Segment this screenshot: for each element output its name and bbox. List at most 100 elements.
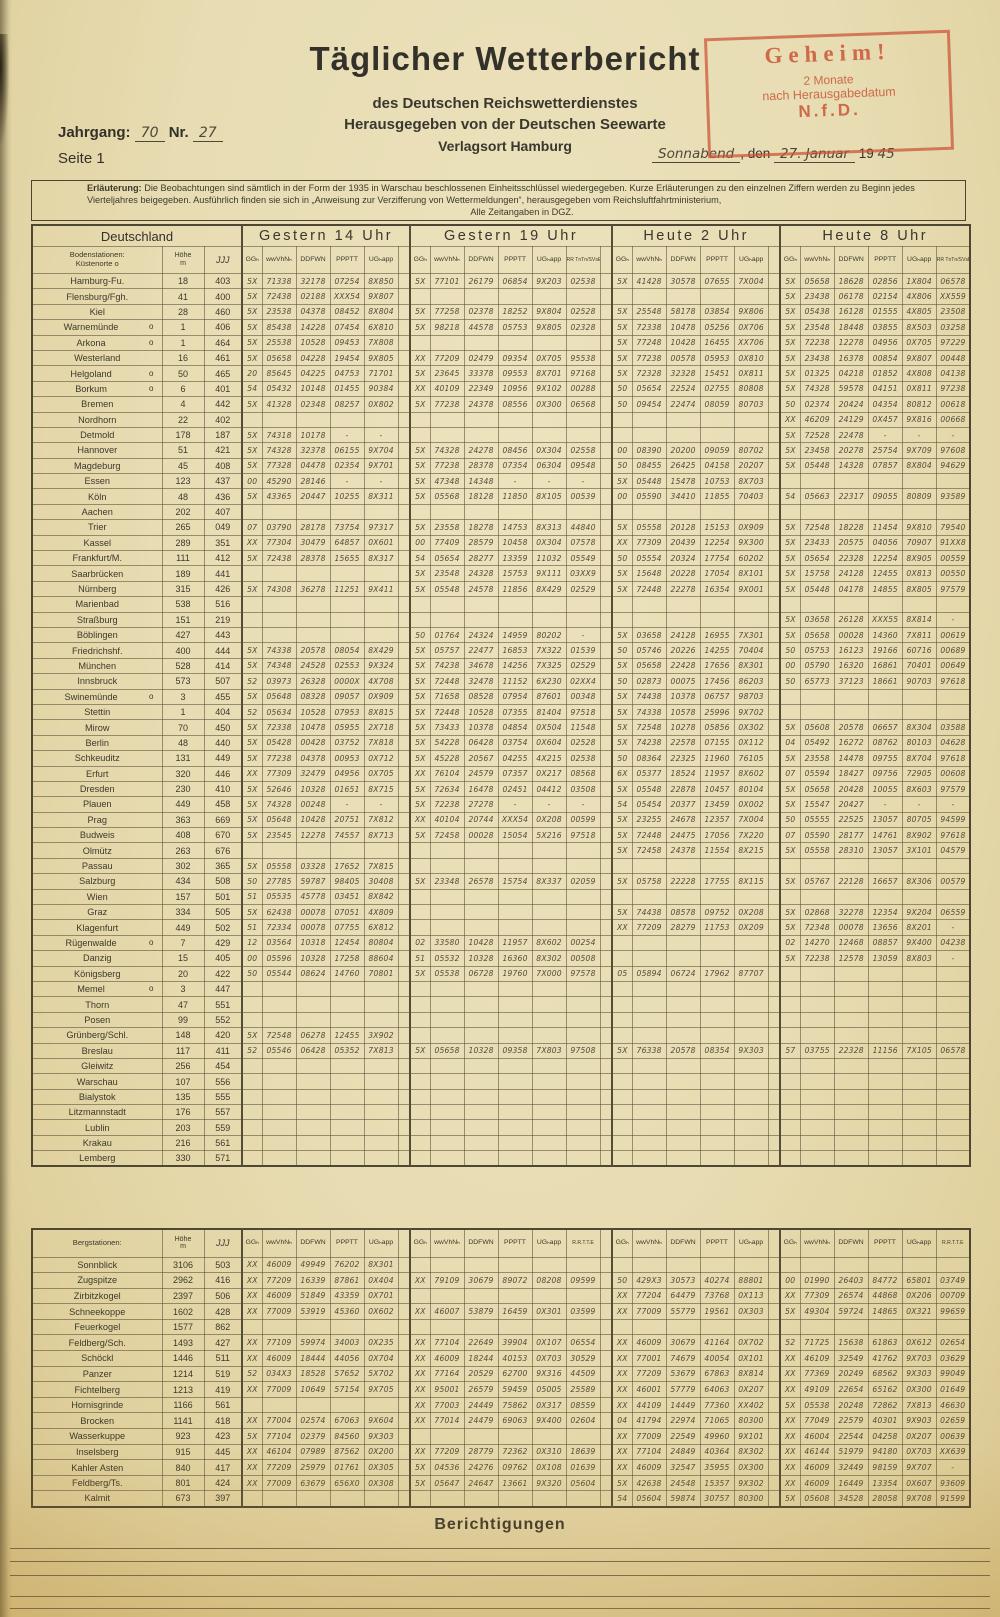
observation-cell <box>261 1150 297 1167</box>
observation-cell: 5X <box>241 642 263 659</box>
observation-cell: 50 <box>779 396 801 413</box>
observation-time-header: Heute 8 Uhr <box>779 224 971 247</box>
observation-cell: 46104 <box>261 1443 297 1461</box>
station-number-cell: 511 <box>203 1350 243 1367</box>
observation-cell: 74679 <box>665 1350 701 1367</box>
observation-cell: 79109 <box>429 1272 465 1289</box>
observation-cell: 30757 <box>699 1490 735 1507</box>
height-cell: 3 <box>161 980 205 998</box>
observation-cell: 97618 <box>935 673 971 690</box>
spacer-cell <box>397 1119 411 1136</box>
scan-speck <box>0 34 9 144</box>
observation-cell: 14270 <box>799 934 835 952</box>
observation-cell: 05654 <box>799 550 835 567</box>
observation-cell: 05438 <box>799 303 835 321</box>
observation-cell: 0X813 <box>901 565 937 582</box>
observation-cell: 9X001 <box>733 580 769 598</box>
observation-cell: 74328 <box>799 380 835 398</box>
observation-cell: 02538 <box>565 272 601 290</box>
observation-cell: 02538 <box>565 750 601 767</box>
observation-cell: 46144 <box>799 1443 835 1461</box>
spacer-cell <box>397 580 411 598</box>
observation-cell: 05256 <box>699 319 735 336</box>
observation-cell: 72905 <box>901 765 937 782</box>
station-name-cell: Feldberg/Sch. <box>31 1334 163 1352</box>
observation-cell <box>429 426 465 444</box>
observation-cell <box>867 1104 903 1121</box>
observation-cell <box>665 888 701 906</box>
observation-cell: 97518 <box>565 827 601 844</box>
observation-cell: 79540 <box>935 519 971 536</box>
observation-cell <box>901 1119 937 1136</box>
observation-cell: 12254 <box>699 534 735 552</box>
station-row: Litzmannstadt 176 557 <box>31 1104 971 1121</box>
observation-cell: 06728 <box>463 965 499 982</box>
spacer-cell <box>767 1042 781 1059</box>
observation-cell: XX <box>409 1381 431 1398</box>
station-row: Saarbrücken 189 441 5X 23548 24328 15753 9X111 0… <box>31 565 971 582</box>
observation-cell: 5X <box>409 565 431 582</box>
spacer-cell <box>397 272 411 290</box>
observation-cell <box>329 626 365 644</box>
observation-cell: 58178 <box>665 303 701 321</box>
observation-cell: 54 <box>409 550 431 567</box>
spacer-cell <box>767 396 781 413</box>
station-row: Trier 265 049 07 03790 28178 73754 97317 5X 23558… <box>31 519 971 536</box>
observation-cell: 25548 <box>631 303 667 321</box>
observation-cell <box>935 857 971 875</box>
observation-cell <box>363 1088 399 1106</box>
observation-cell <box>733 1104 769 1121</box>
observation-cell <box>935 980 971 998</box>
observation-cell: 03749 <box>935 1272 971 1289</box>
height-cell: 99 <box>161 1011 205 1029</box>
spacer-cell <box>767 1490 781 1507</box>
observation-cell: 77238 <box>631 349 667 367</box>
spacer-column <box>397 1228 411 1258</box>
observation-cell: 8X337 <box>531 873 567 890</box>
station-name-cell: Prag <box>31 811 163 829</box>
observation-cell: 02553 <box>329 657 365 675</box>
spacer-cell <box>397 950 411 967</box>
observation-cell: 0X300 <box>901 1381 937 1398</box>
observation-cell: 30573 <box>665 1272 701 1289</box>
observation-cell: XX <box>611 534 633 552</box>
observation-cell: - <box>363 473 399 490</box>
observation-cell <box>799 473 835 490</box>
observation-cell <box>565 1150 601 1167</box>
observation-cell: 42638 <box>631 1474 667 1492</box>
height-cell: 801 <box>161 1474 205 1492</box>
observation-cell <box>409 980 431 998</box>
observation-cell: 8X503 <box>901 319 937 336</box>
station-name-cell: Litzmannstadt <box>31 1104 163 1121</box>
observation-cell <box>409 919 431 936</box>
observation-cell: 05634 <box>261 703 297 721</box>
observation-cell: XX559 <box>935 288 971 305</box>
observation-cell: 5X <box>241 426 263 444</box>
observation-cell: XX <box>241 1459 263 1476</box>
observation-cell <box>699 596 735 613</box>
observation-cell: 77109 <box>261 1334 297 1352</box>
column-header-rr: R.R.T.T.E <box>565 1228 601 1258</box>
station-number-cell: 427 <box>203 1334 243 1352</box>
station-row: Olmütz 263 676 5X 72458 24378 11554 8X215 5X 0555… <box>31 842 971 859</box>
observation-cell <box>295 1073 331 1090</box>
observation-cell: - <box>531 796 567 813</box>
station-name-cell: Graz <box>31 904 163 921</box>
station-name: Helgoland <box>70 368 112 379</box>
observation-cell <box>733 1256 769 1274</box>
observation-cell: 20226 <box>665 642 701 659</box>
observation-cell <box>363 596 399 613</box>
observation-cell: 08452 <box>329 303 365 321</box>
observation-cell: 0X602 <box>363 1303 399 1320</box>
observation-cell <box>565 996 601 1013</box>
observation-cell: XX <box>409 1412 431 1430</box>
observation-cell: 5X <box>241 349 263 367</box>
spacer-cell <box>397 780 411 798</box>
observation-cell: 5X <box>409 457 431 475</box>
observation-cell: 0000X <box>329 673 365 690</box>
observation-cell: 12278 <box>833 334 869 351</box>
observation-cell: 7X813 <box>901 1396 937 1414</box>
station-name: Dresden <box>79 784 115 795</box>
observation-cell: 06724 <box>665 965 701 982</box>
observation-cell <box>631 1256 667 1274</box>
